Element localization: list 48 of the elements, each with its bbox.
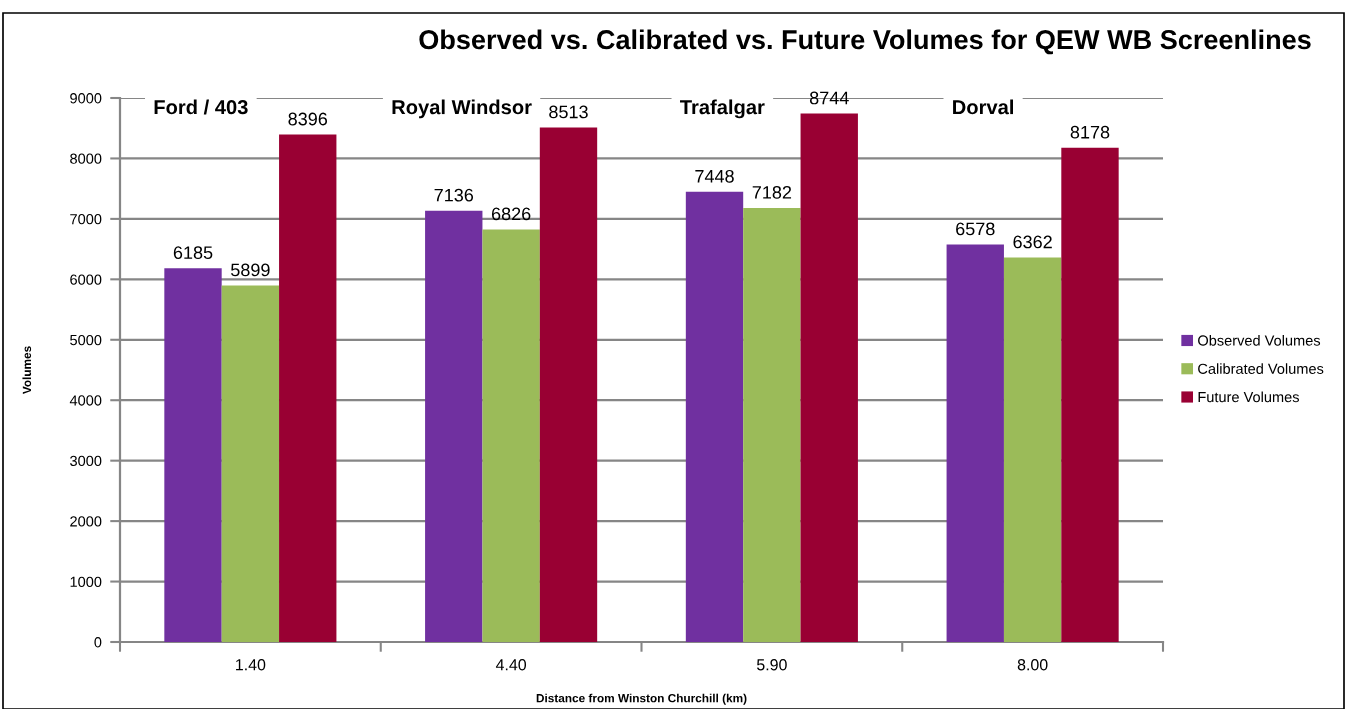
legend-label: Future Volumes: [1198, 391, 1299, 403]
legend-label: Observed Volumes: [1198, 334, 1321, 346]
bar: [946, 244, 1004, 642]
y-tick-label: 5000: [70, 334, 102, 346]
y-tick-label: 6000: [70, 274, 102, 285]
bar: [1061, 147, 1119, 642]
data-label: 8513: [549, 105, 588, 119]
x-tick-label: 1.40: [236, 659, 266, 671]
data-label: 7182: [752, 185, 792, 199]
bar: [279, 134, 337, 642]
annotation: Dorval: [953, 99, 1013, 115]
annotation: Ford / 403: [154, 99, 248, 115]
legend-label: Calibrated Volumes: [1198, 363, 1324, 374]
bar: [164, 268, 222, 642]
data-label: 8744: [809, 91, 849, 105]
y-tick-label: 4000: [69, 395, 102, 406]
annotation: Royal Windsor: [392, 99, 532, 119]
data-label: 7136: [434, 188, 474, 202]
bar: [800, 113, 858, 642]
bar: [482, 229, 540, 642]
y-axis-title: Volumes: [22, 346, 32, 395]
x-tick-label: 4.40: [495, 659, 527, 671]
bar: [685, 191, 744, 642]
y-tick-label: 7000: [70, 213, 102, 225]
chart-title: Observed vs. Calibrated vs. Future Volumes for QEW WB Screenlines: [419, 29, 1311, 55]
data-label: 6826: [491, 207, 531, 221]
y-tick-label: 2000: [70, 516, 102, 527]
y-tick-label: 3000: [70, 455, 102, 467]
bar: [1003, 257, 1062, 642]
y-tick-label: 0: [94, 637, 102, 648]
x-tick-label: 5.90: [756, 659, 787, 671]
data-label: 6362: [1013, 235, 1052, 249]
bar: [539, 127, 598, 642]
data-label: 8178: [1070, 125, 1110, 139]
data-label: 7448: [695, 169, 734, 183]
bar: [221, 285, 280, 642]
y-tick-label: 9000: [70, 93, 102, 104]
bar: [425, 210, 483, 642]
data-label: 6185: [173, 246, 213, 260]
y-tick-label: 8000: [70, 153, 102, 164]
annotation: Trafalgar: [680, 99, 765, 119]
data-label: 6578: [956, 222, 995, 236]
y-tick-label: 1000: [70, 576, 102, 587]
bar: [743, 207, 801, 642]
data-label: 8396: [288, 112, 328, 126]
x-axis-title: Distance from Winston Churchill (km): [536, 693, 747, 705]
data-label: 5899: [231, 263, 270, 277]
x-tick-label: 8.00: [1017, 659, 1048, 671]
